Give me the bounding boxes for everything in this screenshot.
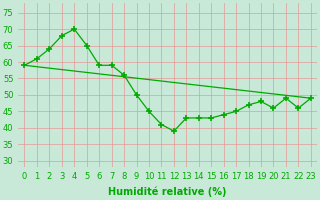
X-axis label: Humidité relative (%): Humidité relative (%) <box>108 187 227 197</box>
